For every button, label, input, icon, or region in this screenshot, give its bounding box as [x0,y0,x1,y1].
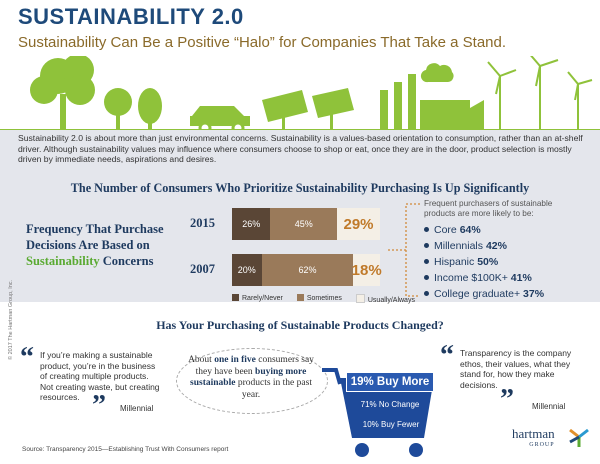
list-item: Millennials 42% [424,238,594,254]
oval-text-b: one in five [214,355,256,365]
quote-left-attribution: Millennial [120,404,154,413]
list-item-value: 64% [459,224,481,236]
logo-sub: GROUP [529,442,555,448]
sustainability-illustration [0,56,600,134]
legend-label-sometimes: Sometimes [306,295,342,302]
list-item-value: 41% [510,272,532,284]
list-item-label: Income $100K+ [434,272,508,284]
section1-heading: The Number of Consumers Who Prioritize S… [70,181,530,195]
legend-label-usually: Usually/Always [367,297,415,304]
legend-label-rarely: Rarely/Never [242,295,283,302]
chart-legend: Rarely/Never Sometimes Usually/Always [232,294,415,304]
list-item-label: College graduate+ [434,288,521,300]
year-label-2007: 2007 [190,262,215,276]
intro-text: Sustainability 2.0 is about more than ju… [18,133,583,164]
oval-text-e: products in the past year. [235,378,312,400]
buy-fewer-stat: 10% Buy Fewer [362,420,420,429]
legend-item-usually: Usually/Always [355,294,415,304]
bar-segment-usually-always: 29% [337,208,380,240]
oval-text: About one in five consumers say they hav… [182,355,320,401]
oval-text-a: About [188,355,215,365]
oval-text-d: buying more sustainable [190,366,307,389]
bar-segment-sometimes: 62% [261,254,354,286]
oval-text-c: consumers say they have been [195,355,314,377]
bar-segment-usually-always: 18% [352,254,382,286]
frequency-label: Frequency That Purchase Decisions Are Ba… [26,221,176,269]
page-subtitle: Sustainability Can Be a Positive “Halo” … [18,34,507,51]
no-change-stat: 71% No Change [360,400,420,409]
quote-right: Transparency is the company ethos, their… [460,348,572,390]
close-quote-icon: ” [92,390,106,421]
page-title: SUSTAINABILITY 2.0 [18,4,244,29]
logo-mark-icon [569,428,589,447]
frequent-purchasers-list: Core 64% Millennials 42% Hispanic 50% In… [424,222,594,302]
highlight-oval [176,348,328,414]
bar-segment-rarely-never: 20% [232,254,262,286]
quote-left: If you’re making a sustainable product, … [40,350,160,402]
buy-more-stat: 19% Buy More [346,372,434,392]
list-item: Core 64% [424,222,594,238]
bar-segment-sometimes: 45% [270,208,338,240]
section2-heading: Has Your Purchasing of Sustainable Produ… [156,318,444,332]
bracket-connector [388,203,420,297]
list-item-value: 37% [523,288,545,300]
frequency-label-green: Sustainability [26,254,100,268]
frequency-label-a: Frequency That Purchase Decisions Are Ba… [26,222,164,252]
logo-text: hartman [512,426,555,441]
source-note: Source: Transparency 2015—Establishing T… [22,446,229,453]
close-quote-icon: ” [500,384,514,415]
year-label-2015: 2015 [190,216,215,230]
bar-2015: 26% 45% 29% [232,208,380,240]
quote-right-attribution: Millennial [532,402,566,411]
list-item-value: 50% [477,256,499,268]
open-quote-icon: “ [20,342,34,373]
legend-item-rarely: Rarely/Never [232,294,283,304]
list-item: College graduate+ 37% [424,286,594,302]
frequency-label-b: Concerns [99,254,154,268]
list-item-label: Core [434,224,457,236]
shopping-cart-icon [322,368,434,457]
frequent-purchasers-header: Frequent purchasers of sustainable produ… [424,199,553,218]
list-item-value: 42% [485,240,507,252]
list-item: Income $100K+ 41% [424,270,594,286]
hartman-logo: hartman GROUP [512,426,555,448]
bar-segment-rarely-never: 26% [232,208,271,240]
legend-item-sometimes: Sometimes [296,294,342,304]
list-item: Hispanic 50% [424,254,594,270]
bar-2007: 20% 62% 18% [232,254,382,286]
copyright: © 2017 The Hartman Group, Inc. [8,279,14,360]
open-quote-icon: “ [440,340,454,371]
list-item-label: Hispanic [434,256,475,268]
list-item-label: Millennials [434,240,484,252]
